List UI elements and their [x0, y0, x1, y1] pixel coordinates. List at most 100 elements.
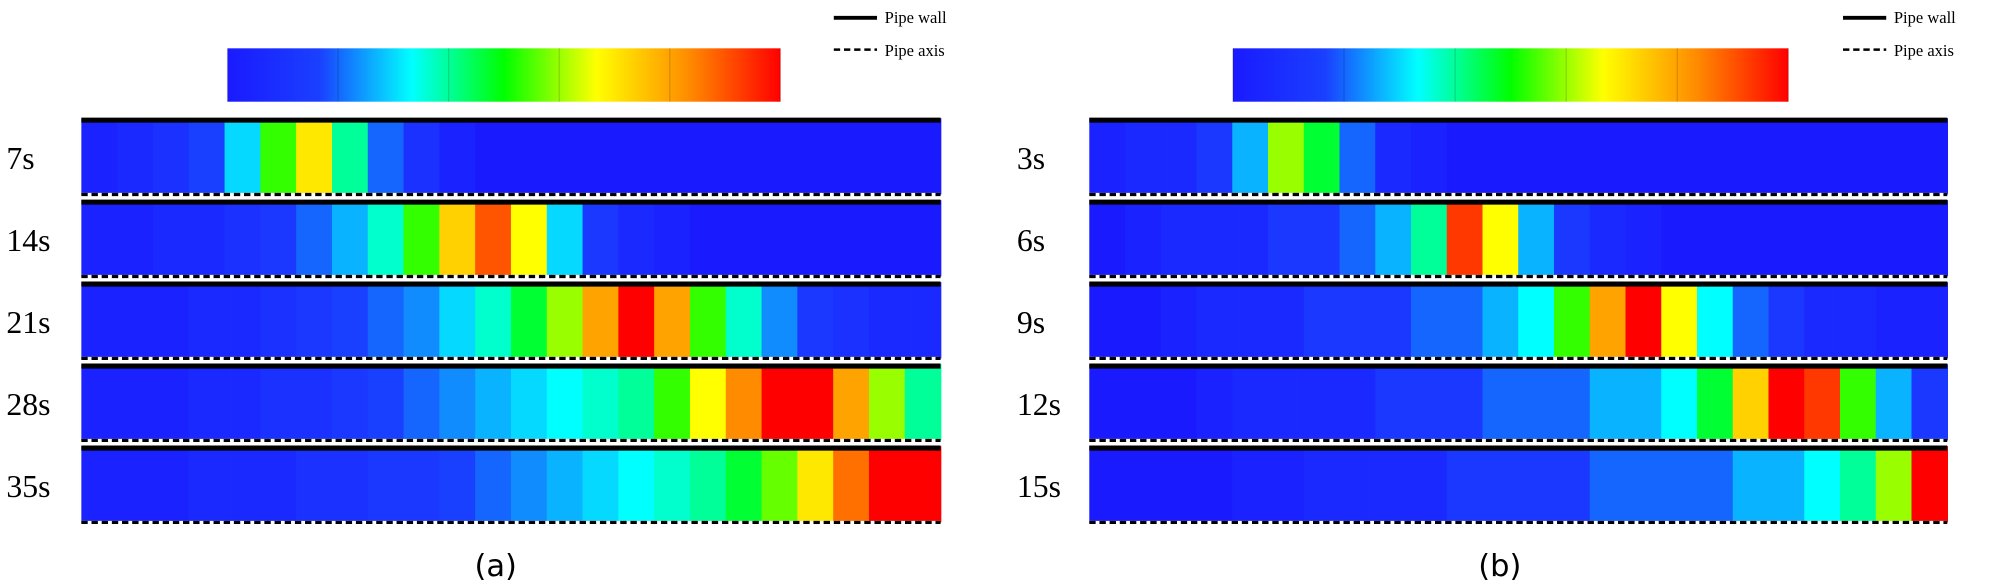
concentration-cell [582, 282, 620, 359]
concentration-cell [1411, 364, 1448, 441]
concentration-cell [1268, 364, 1305, 441]
concentration-cell [797, 118, 834, 195]
concentration-cell [1518, 282, 1555, 359]
concentration-cell [582, 200, 620, 277]
concentration-cell [1697, 282, 1734, 359]
concentration-cell [224, 282, 262, 359]
concentration-cell [1875, 282, 1913, 359]
concentration-cell [1303, 200, 1341, 277]
caption: (a) [474, 549, 517, 584]
concentration-cell [81, 364, 118, 441]
concentration-cell [1732, 364, 1770, 441]
concentration-cell [1089, 200, 1126, 277]
concentration-cell [367, 200, 405, 277]
concentration-cell [475, 282, 512, 359]
concentration-cell [439, 118, 476, 195]
concentration-cell [904, 446, 942, 523]
concentration-cell [725, 282, 763, 359]
concentration-cell [868, 118, 906, 195]
concentration-cell [224, 364, 262, 441]
concentration-cell [1375, 200, 1412, 277]
concentration-cell [1303, 364, 1341, 441]
concentration-cell [260, 364, 297, 441]
concentration-cell [152, 282, 190, 359]
concentration-cell [689, 282, 727, 359]
concentration-cell [1482, 200, 1520, 277]
concentration-cell [1804, 446, 1841, 523]
concentration-cell [689, 364, 727, 441]
row-label: 28s [6, 387, 50, 422]
concentration-cell [1339, 200, 1377, 277]
concentration-cell [654, 200, 691, 277]
concentration-cell [1160, 282, 1198, 359]
concentration-cell [1268, 200, 1305, 277]
concentration-cell [833, 364, 870, 441]
concentration-cell [1875, 118, 1913, 195]
concentration-cell [1482, 118, 1520, 195]
concentration-cell [546, 364, 584, 441]
concentration-cell [761, 446, 799, 523]
concentration-cell [1732, 200, 1770, 277]
concentration-cell [1232, 446, 1269, 523]
concentration-cell [654, 282, 691, 359]
concentration-cell [188, 118, 226, 195]
concentration-cell [725, 446, 763, 523]
legend-label: Pipe wall [1894, 8, 1956, 27]
concentration-cell [1768, 364, 1806, 441]
concentration-cell [1804, 364, 1841, 441]
concentration-cell [868, 446, 906, 523]
concentration-cell [1768, 118, 1806, 195]
concentration-cell [1196, 446, 1234, 523]
concentration-cell [403, 282, 441, 359]
row-label: 14s [6, 223, 50, 258]
concentration-cell [1446, 200, 1484, 277]
concentration-cell [117, 446, 154, 523]
concentration-cell [331, 200, 369, 277]
concentration-cell [618, 364, 655, 441]
concentration-cell [1125, 200, 1162, 277]
concentration-cell [510, 364, 548, 441]
concentration-cell [1839, 200, 1877, 277]
concentration-cell [117, 118, 154, 195]
concentration-cell [1339, 282, 1377, 359]
concentration-cell [904, 364, 942, 441]
concentration-cell [654, 364, 691, 441]
concentration-cell [1303, 282, 1341, 359]
concentration-cell [1375, 446, 1412, 523]
concentration-cell [761, 200, 799, 277]
row-label: 21s [6, 305, 50, 340]
row-label: 7s [6, 141, 34, 176]
concentration-cell [117, 282, 154, 359]
concentration-cell [1625, 200, 1663, 277]
concentration-cell [1411, 446, 1448, 523]
concentration-cell [833, 118, 870, 195]
row-label: 35s [6, 469, 50, 504]
concentration-cell [1875, 364, 1913, 441]
concentration-cell [152, 446, 190, 523]
concentration-cell [81, 118, 118, 195]
concentration-cell [1339, 118, 1377, 195]
concentration-cell [833, 446, 870, 523]
concentration-cell [1160, 364, 1198, 441]
concentration-cell [833, 200, 870, 277]
concentration-cell [1125, 118, 1162, 195]
concentration-cell [296, 364, 333, 441]
legend-label: Pipe axis [885, 41, 945, 60]
concentration-cell [1732, 446, 1770, 523]
concentration-cell [367, 118, 405, 195]
concentration-cell [868, 364, 906, 441]
concentration-cell [331, 446, 369, 523]
concentration-cell [1661, 118, 1698, 195]
concentration-cell [439, 446, 476, 523]
concentration-cell [1518, 446, 1555, 523]
concentration-cell [367, 446, 405, 523]
concentration-cell [1911, 282, 1949, 359]
concentration-cell [797, 200, 834, 277]
concentration-cell [188, 446, 226, 523]
concentration-cell [1804, 282, 1841, 359]
concentration-cell [1268, 446, 1305, 523]
concentration-cell [761, 282, 799, 359]
concentration-cell [1768, 200, 1806, 277]
concentration-cell [654, 118, 691, 195]
concentration-cell [260, 200, 297, 277]
